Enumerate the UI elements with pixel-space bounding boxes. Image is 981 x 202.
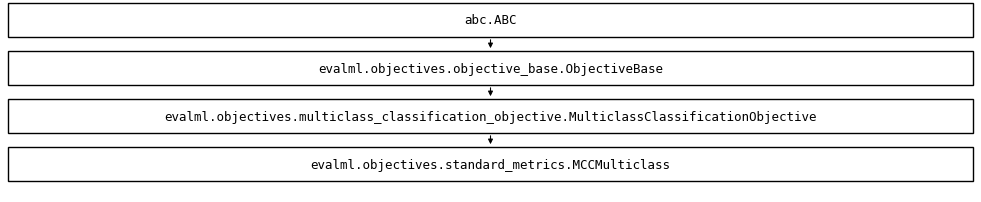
Text: evalml.objectives.standard_metrics.MCCMulticlass: evalml.objectives.standard_metrics.MCCMu… xyxy=(311,158,670,171)
Text: evalml.objectives.multiclass_classification_objective.MulticlassClassificationOb: evalml.objectives.multiclass_classificat… xyxy=(164,110,817,123)
Bar xyxy=(8,100,973,133)
Text: evalml.objectives.objective_base.ObjectiveBase: evalml.objectives.objective_base.Objecti… xyxy=(318,62,663,75)
Bar xyxy=(8,52,973,86)
Bar xyxy=(8,147,973,181)
Text: abc.ABC: abc.ABC xyxy=(464,14,517,27)
Bar xyxy=(8,4,973,38)
